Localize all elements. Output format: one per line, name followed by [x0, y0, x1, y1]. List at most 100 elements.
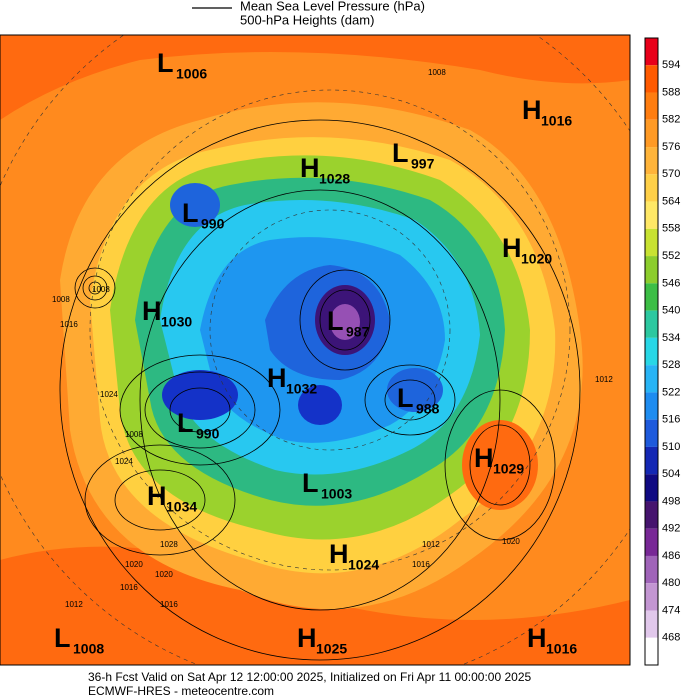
contour-label: 1020 [125, 560, 143, 569]
center-value: 988 [416, 401, 440, 417]
colorbar-label: 558 [662, 223, 680, 235]
pressure-center: H 1016 [522, 95, 572, 129]
height-high [462, 420, 538, 510]
center-type: H [522, 95, 542, 125]
contour-label: 1008 [125, 430, 143, 439]
contour-label: 1008 [428, 68, 446, 77]
colorbar-swatch [645, 501, 658, 529]
center-value: 1029 [493, 461, 524, 477]
colorbar-swatch [645, 365, 658, 393]
colorbar-label: 540 [662, 305, 680, 317]
pressure-center: L 990 [182, 198, 225, 232]
center-type: L [182, 198, 199, 228]
colorbar-swatch [645, 392, 658, 420]
colorbar-swatch [645, 201, 658, 229]
center-type: H [297, 623, 317, 653]
colorbar-label: 498 [662, 495, 680, 507]
center-type: L [327, 306, 344, 336]
colorbar-label: 534 [662, 332, 680, 344]
legend-pressure: Mean Sea Level Pressure (hPa) [240, 0, 425, 13]
pressure-center: L 990 [177, 408, 220, 442]
colorbar: 594 588 582 576 570 564 558 552 546 540 534 528 522 5… [644, 37, 680, 666]
footer-valid: 36-h Fcst Valid on Sat Apr 12 12:00:00 2… [88, 670, 532, 684]
center-type: H [147, 481, 167, 511]
colorbar-swatch [645, 637, 658, 665]
center-value: 1003 [321, 486, 352, 502]
pressure-center: L 987 [327, 306, 370, 340]
colorbar-label: 474 [662, 604, 680, 616]
center-value: 1034 [166, 499, 197, 515]
colorbar-swatch [645, 147, 658, 175]
pressure-center: L 1008 [54, 623, 104, 657]
center-value: 1016 [541, 113, 572, 129]
colorbar-swatch [645, 610, 658, 638]
center-value: 990 [196, 426, 220, 442]
center-value: 1030 [161, 314, 192, 330]
center-type: H [267, 363, 287, 393]
colorbar-label: 492 [662, 523, 680, 535]
colorbar-swatch [645, 283, 658, 311]
colorbar-label: 516 [662, 414, 680, 426]
pressure-center: H 1016 [527, 623, 577, 657]
colorbar-swatch [645, 528, 658, 556]
pressure-center: H 1024 [329, 539, 379, 573]
center-value: 997 [411, 156, 435, 172]
center-value: 1020 [521, 251, 552, 267]
pressure-center: L 997 [392, 138, 435, 172]
center-type: L [54, 623, 71, 653]
height-low [387, 368, 443, 412]
footer-source: ECMWF-HRES - meteocentre.com [88, 684, 274, 698]
colorbar-swatch [645, 446, 658, 475]
colorbar-label: 594 [662, 59, 680, 71]
pressure-center: H 1020 [502, 233, 552, 267]
contour-label: 1008 [52, 295, 70, 304]
pressure-center: H 1025 [297, 623, 347, 657]
center-type: L [392, 138, 409, 168]
pressure-center: L 1003 [302, 468, 352, 502]
warm-band [0, 35, 630, 120]
height-low [298, 385, 342, 425]
colorbar-label: 576 [662, 141, 680, 153]
center-type: L [157, 48, 174, 78]
colorbar-label: 510 [662, 441, 680, 453]
pressure-center: H 1032 [267, 363, 317, 397]
contour-label: 1016 [60, 320, 78, 329]
center-value: 1024 [348, 557, 379, 573]
legend-heights: 500-hPa Heights (dam) [240, 12, 374, 27]
colorbar-swatch [645, 174, 658, 202]
colorbar-swatch [645, 419, 658, 447]
center-type: H [329, 539, 349, 569]
center-type: H [142, 296, 162, 326]
colorbar-swatch [645, 119, 658, 148]
colorbar-label: 480 [662, 577, 680, 589]
colorbar-label: 522 [662, 386, 680, 398]
contour-label: 1016 [160, 600, 178, 609]
contour-label: 1012 [65, 600, 83, 609]
center-type: H [502, 233, 522, 263]
center-value: 1025 [316, 641, 347, 657]
contour-label: 1016 [120, 583, 138, 592]
contour-label: 1012 [422, 540, 440, 549]
center-value: 987 [346, 324, 370, 340]
pressure-center: L 1006 [157, 48, 207, 82]
contour-label: 1008 [92, 285, 110, 294]
pressure-center: L 988 [397, 383, 440, 417]
center-type: H [300, 153, 320, 183]
contour-label: 1024 [100, 390, 118, 399]
colorbar-label: 468 [662, 632, 680, 644]
height-low [170, 183, 220, 227]
pressure-center: H 1030 [142, 296, 192, 330]
colorbar-label: 504 [662, 468, 680, 480]
pressure-center: H 1028 [300, 153, 350, 187]
center-value: 1032 [286, 381, 317, 397]
colorbar-label: 564 [662, 195, 680, 207]
contour-label: 1012 [595, 375, 613, 384]
pressure-center: H 1029 [474, 443, 524, 477]
center-value: 1006 [176, 66, 207, 82]
isobars [59, 119, 581, 661]
colorbar-swatch [645, 555, 658, 584]
colorbar-label: 582 [662, 114, 680, 126]
